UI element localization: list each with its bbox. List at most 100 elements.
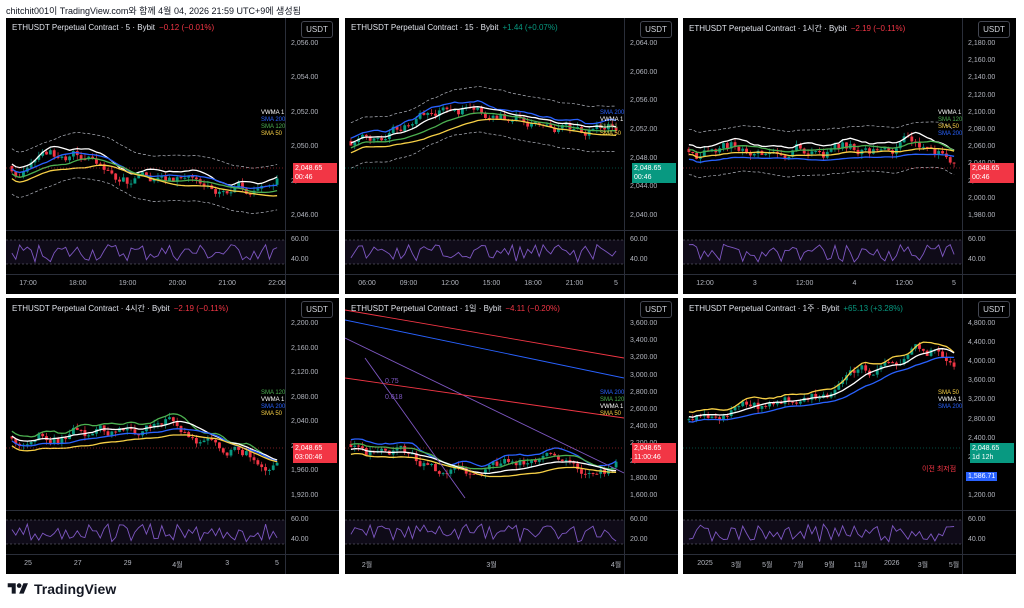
candle-body [687, 419, 691, 421]
candle-body [503, 458, 507, 464]
time-axis-label: 27 [73, 560, 82, 567]
candle-body [695, 415, 699, 421]
candle-body [787, 397, 791, 402]
currency-button[interactable]: USDT [978, 21, 1010, 38]
price-plot[interactable] [683, 298, 962, 554]
price-axis-label: 2,400.00 [968, 434, 996, 442]
candle-body [691, 151, 695, 153]
price-plot[interactable] [6, 298, 285, 554]
rsi-line [688, 523, 955, 543]
candle-body [925, 146, 929, 148]
candle-body [441, 107, 445, 111]
candle-body [457, 109, 460, 115]
candle-body [580, 127, 583, 133]
price-axis-label: 2,050.00 [291, 143, 319, 151]
candle-body [737, 406, 741, 408]
chart-panel-6[interactable]: ETHUSDT Perpetual Contract · 1주 · Bybit +… [683, 298, 1016, 574]
candle-body [164, 176, 168, 182]
candle-body [614, 126, 618, 131]
currency-button[interactable]: USDT [301, 21, 333, 38]
candle-body [156, 423, 160, 425]
candle-body [202, 440, 206, 443]
symbol-label: ETHUSDT Perpetual Contract · 1주 · Bybit [689, 304, 840, 313]
time-axis-label: 09:00 [399, 280, 418, 287]
currency-button[interactable]: USDT [640, 301, 672, 318]
currency-button[interactable]: USDT [301, 301, 333, 318]
candle-body [837, 383, 841, 390]
price-plot[interactable] [6, 18, 285, 274]
chart-panel-5[interactable]: ETHUSDT Perpetual Contract · 1일 · Bybit −… [345, 298, 678, 574]
trend-line [345, 337, 624, 474]
price-plot[interactable] [345, 18, 624, 274]
candle-body [125, 177, 129, 184]
candle-body [183, 432, 187, 434]
candle-body [125, 428, 129, 431]
candle-body [361, 134, 364, 139]
price-axis-label: 2,064.00 [630, 40, 658, 47]
price-axis-label: 4,400.00 [968, 339, 996, 347]
candle-body [491, 461, 495, 465]
candle-body [118, 179, 121, 182]
candle-body [737, 146, 741, 151]
moving-average-line [688, 147, 955, 159]
candle-body [275, 178, 279, 185]
candle-body [56, 156, 60, 158]
rsi-axis-label: 60.00 [291, 236, 309, 243]
candle-body [364, 448, 368, 456]
rsi-axis-label: 60.00 [968, 236, 986, 243]
indicator-label: SMA 120 [261, 390, 286, 396]
indicator-label: SMA 200 [600, 110, 625, 116]
candle-body [248, 193, 252, 195]
candle-body [564, 123, 568, 125]
candle-body [560, 459, 564, 462]
candle-body [368, 451, 372, 456]
candle-body [526, 463, 530, 465]
candle-body [168, 417, 171, 420]
time-axis-label: 19:00 [118, 280, 137, 287]
candle-body [395, 126, 399, 130]
price-plot[interactable] [683, 18, 962, 274]
currency-button[interactable]: USDT [640, 21, 672, 38]
price-axis-label: 3,400.00 [630, 337, 658, 345]
candle-body [468, 473, 472, 475]
candle-body [225, 452, 229, 456]
candle-body [252, 457, 256, 461]
bollinger-band [688, 121, 955, 133]
pane-divider [683, 274, 1016, 275]
candle-body [948, 360, 952, 363]
last-price-tag: 2,048.65 03:00:46 [293, 443, 337, 463]
candle-body [364, 134, 368, 137]
rsi-axis-label: 60.00 [291, 516, 309, 523]
candle-body [918, 142, 921, 148]
candle-body [171, 177, 175, 182]
chart-panel-2[interactable]: ETHUSDT Perpetual Contract · 15 · Bybit +… [345, 18, 678, 294]
price-axis-label: 3,600.00 [630, 320, 658, 327]
candle-body [918, 344, 921, 349]
tradingview-logo-icon [7, 583, 28, 594]
last-price-tag: 2,048.65 00:46 [632, 163, 676, 183]
footer-brand[interactable]: TradingView [6, 581, 116, 597]
candle-body [384, 448, 387, 451]
candle-body [449, 469, 453, 474]
candle-body [702, 150, 706, 157]
price-axis-label: 1,960.00 [291, 467, 319, 475]
currency-button[interactable]: USDT [978, 301, 1010, 318]
pane-divider [6, 554, 339, 555]
time-axis-label: 11월 [853, 562, 868, 569]
candle-body [244, 451, 248, 456]
candle-body [241, 182, 244, 189]
moving-average-line [688, 356, 955, 423]
candle-body [557, 128, 560, 132]
price-plot[interactable] [345, 298, 624, 554]
candle-body [875, 149, 879, 151]
chart-panel-3[interactable]: ETHUSDT Perpetual Contract · 1시간 · Bybit… [683, 18, 1016, 294]
annotation-value: 0.75 [385, 378, 399, 385]
candle-body [175, 177, 179, 182]
chart-panel-1[interactable]: ETHUSDT Perpetual Contract · 5 · Bybit −0… [6, 18, 339, 294]
candle-body [71, 151, 75, 157]
chart-panel-4[interactable]: ETHUSDT Perpetual Contract · 4시간 · Bybit… [6, 298, 339, 574]
candle-body [137, 174, 141, 179]
candle-body [868, 148, 871, 154]
candle-body [414, 453, 418, 462]
candle-body [833, 389, 837, 394]
